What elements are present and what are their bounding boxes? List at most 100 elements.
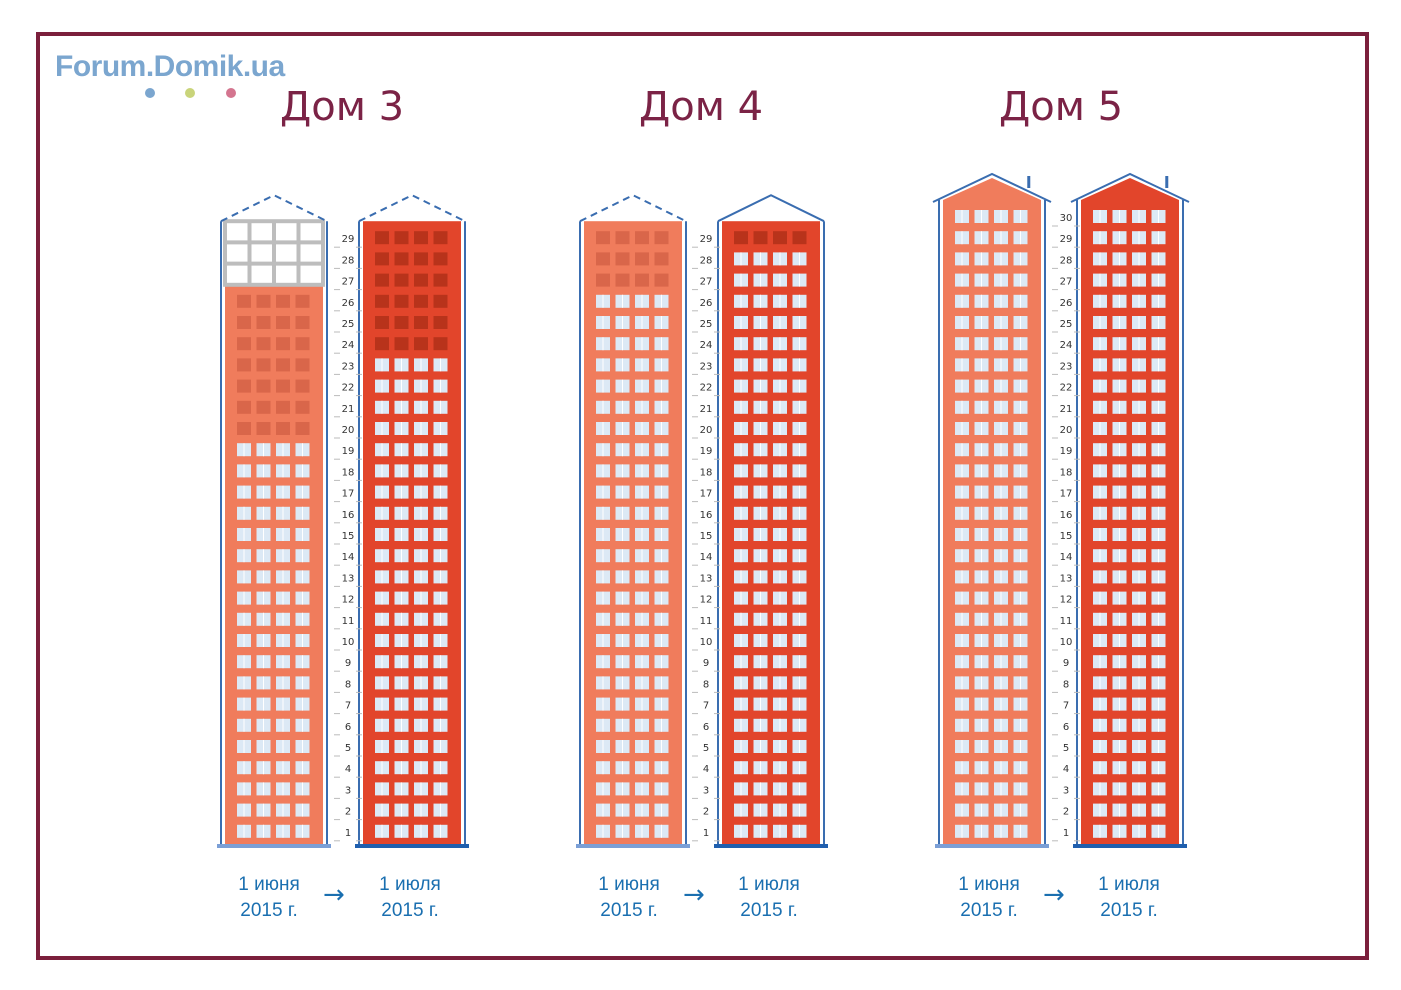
floor-number-label: 4 (345, 764, 351, 775)
logo-dot-green (185, 88, 195, 98)
house-3-after-base-line (355, 844, 469, 848)
house-3-after-unglazed-window (394, 294, 409, 308)
house-3-before-unglazed-window (276, 316, 290, 329)
diagram-frame (36, 32, 1369, 960)
house-3-before-unglazed-window (256, 316, 271, 329)
floor-number-label: 14 (342, 552, 355, 563)
floor-number-label: 1 (1063, 828, 1069, 839)
house-3-before-unglazed-window (256, 400, 271, 414)
house-3-before-date: 1 июня 2015 г. (209, 872, 329, 924)
floor-number-label: 18 (700, 467, 713, 478)
house-3-before-unglazed-window (237, 358, 251, 372)
floor-number-label: 2 (1063, 807, 1069, 818)
floor-number-label: 11 (1060, 616, 1073, 627)
floor-number-label: 8 (703, 679, 709, 690)
house-3-before-unglazed-window (237, 422, 251, 435)
date-line-2: 2015 г. (381, 900, 439, 921)
house-4-before-unglazed-window (635, 252, 649, 266)
floor-number-label: 25 (700, 319, 713, 330)
house-3-arrow-icon: → (323, 880, 345, 910)
floor-number-label: 2 (345, 807, 351, 818)
floor-number-label: 1 (703, 828, 709, 839)
house-3-after-unglazed-window (375, 252, 389, 266)
floor-number-label: 20 (342, 425, 355, 436)
floor-number-label: 21 (1060, 404, 1073, 415)
house-3-after-unglazed-window (433, 337, 448, 351)
floor-number-label: 11 (700, 616, 713, 627)
house-3-before-unglazed-window (237, 379, 251, 393)
floor-number-label: 14 (1060, 552, 1073, 563)
date-line-2: 2015 г. (600, 900, 658, 921)
house-3-before-roof-planned (220, 194, 328, 223)
floor-number-label: 7 (703, 701, 709, 712)
date-line-2: 2015 г. (240, 900, 298, 921)
floor-number-label: 20 (700, 425, 713, 436)
house-4-before-base-line (576, 844, 690, 848)
house-3-after-unglazed-window (414, 231, 428, 245)
house-3-after-unglazed-window (433, 273, 448, 287)
floor-number-label: 10 (700, 637, 713, 648)
house-3-before-unglazed-window (256, 422, 271, 435)
floor-number-label: 15 (1060, 531, 1073, 542)
house-4-before-unglazed-window (596, 231, 610, 245)
floor-number-label: 13 (342, 573, 355, 584)
floor-number-label: 26 (1060, 298, 1073, 309)
floor-number-label: 17 (700, 489, 713, 500)
floor-number-label: 27 (700, 277, 713, 288)
house-5-before-base-line (935, 844, 1049, 848)
date-line-1: 1 июля (1098, 874, 1160, 895)
floor-number-label: 23 (700, 361, 713, 372)
date-line-1: 1 июня (238, 874, 300, 895)
house-4-after-roof (717, 194, 825, 223)
house-3-before-unglazed-window (295, 379, 310, 393)
date-line-1: 1 июня (958, 874, 1020, 895)
forum-domik-logo: Forum.Domik.ua (55, 50, 285, 83)
house-4-title: Дом 4 (638, 84, 764, 130)
logo-dot-pink (226, 88, 236, 98)
house-3-after-unglazed-window (433, 294, 448, 308)
house-3-after-unglazed-window (414, 337, 428, 351)
floor-number-label: 16 (700, 510, 713, 521)
house-3-after-unglazed-window (375, 231, 389, 245)
floor-number-label: 25 (342, 319, 355, 330)
house-3-after-unglazed-window (394, 316, 409, 329)
house-3-before-unglazed-window (276, 379, 290, 393)
house-4-after-unglazed-window (753, 231, 768, 245)
floor-number-label: 23 (1060, 361, 1073, 372)
floor-number-label: 3 (703, 785, 709, 796)
house-4-before-unglazed-window (596, 273, 610, 287)
floor-number-label: 24 (1060, 340, 1073, 351)
house-3-before-unglazed-window (295, 316, 310, 329)
floor-number-label: 12 (342, 595, 355, 606)
house-3-before-unglazed-window (256, 379, 271, 393)
house-3-after-unglazed-window (375, 273, 389, 287)
floor-number-label: 10 (1060, 637, 1073, 648)
house-5-after-date: 1 июля 2015 г. (1069, 872, 1189, 924)
house-3-after-unglazed-window (394, 337, 409, 351)
logo-dot-blue (145, 88, 155, 98)
house-5-title: Дом 5 (998, 84, 1124, 130)
house-4-before-unglazed-window (635, 273, 649, 287)
floor-number-label: 30 (1060, 213, 1073, 224)
floor-number-label: 9 (1063, 658, 1069, 669)
house-4-before-unglazed-window (654, 252, 669, 266)
house-4-arrow-icon: → (683, 880, 705, 910)
floor-number-label: 4 (703, 764, 709, 775)
floor-number-label: 20 (1060, 425, 1073, 436)
house-4-before-unglazed-window (615, 273, 630, 287)
floor-number-label: 23 (342, 361, 355, 372)
floor-number-label: 5 (703, 743, 709, 754)
house-3-after-unglazed-window (433, 231, 448, 245)
floor-number-label: 6 (345, 722, 351, 733)
floor-number-label: 22 (342, 383, 355, 394)
floor-number-label: 12 (1060, 595, 1073, 606)
house-4-after-unglazed-window (734, 231, 748, 245)
floor-number-label: 18 (1060, 467, 1073, 478)
house-3-before-unglazed-window (276, 337, 290, 351)
date-line-1: 1 июля (379, 874, 441, 895)
floor-number-label: 11 (342, 616, 355, 627)
house-3-before-unglazed-window (295, 294, 310, 308)
house-3-after-date: 1 июля 2015 г. (350, 872, 470, 924)
house-3-before-unglazed-window (276, 400, 290, 414)
